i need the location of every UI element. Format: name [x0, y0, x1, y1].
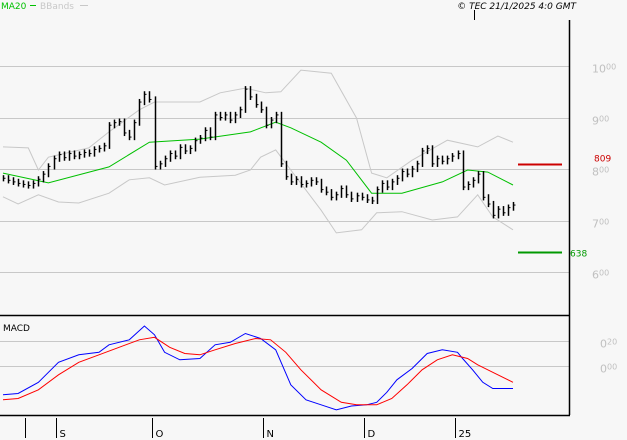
price-tick-label: 900 [592, 115, 609, 128]
price-levels: 809 638 [518, 155, 611, 260]
price-bars [2, 86, 516, 219]
bollinger-bands [2, 69, 514, 234]
y-axis-labels: 1000 900 800 700 600 020 000 [592, 63, 617, 376]
x-axis-labels: S O N D 25 [25, 418, 472, 440]
macd-line [2, 325, 513, 411]
ma20-path [2, 121, 514, 194]
macd-panel [2, 325, 514, 411]
x-tick-label: O [156, 429, 164, 440]
bb-upper-line [2, 69, 514, 179]
x-tick-label: D [368, 429, 376, 440]
x-tick-label: 25 [459, 429, 472, 440]
macd-title: MACD [3, 324, 30, 334]
support-label: 638 [570, 250, 587, 260]
macd-tick-label: 020 [600, 338, 617, 351]
signal-line [2, 336, 514, 406]
ma20-line [2, 121, 514, 194]
price-tick-label: 600 [592, 269, 609, 282]
bb-lower-line [2, 149, 514, 234]
price-tick-label: 800 [592, 166, 609, 179]
price-tick-label: 700 [592, 218, 609, 231]
x-tick-label: S [60, 429, 66, 440]
x-tick-label: N [267, 429, 274, 440]
resistance-label: 809 [594, 155, 611, 165]
axes [0, 10, 571, 417]
price-tick-label: 1000 [592, 63, 616, 76]
bbands-legend: BBands [40, 2, 74, 12]
ma20-legend: MA20 [1, 2, 27, 12]
copyright-timestamp: © TEC 21/1/2025 4:0 GMT [457, 2, 577, 12]
grid-lines [0, 66, 569, 367]
macd-tick-label: 000 [600, 363, 617, 376]
